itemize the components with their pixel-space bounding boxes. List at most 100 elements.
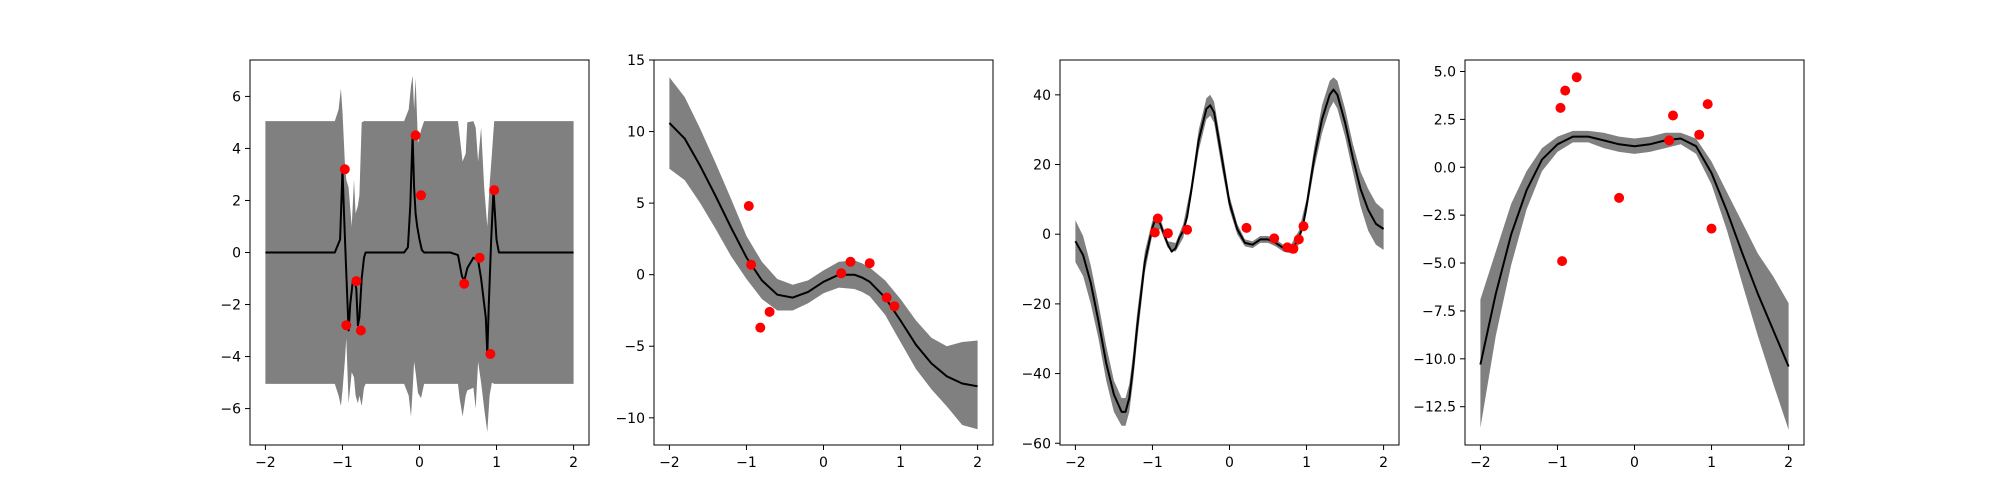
confidence-band: [1480, 130, 1789, 430]
panel-3-plot-area: [1074, 77, 1385, 426]
y-tick-label: 0: [232, 246, 241, 262]
panel-2-plot-area: [668, 77, 978, 430]
x-tick-label: 0: [1225, 455, 1234, 471]
data-point: [764, 306, 775, 317]
data-point: [1162, 228, 1173, 239]
x-tick-label: −2: [1065, 455, 1086, 471]
panel-1-plot-area: [265, 75, 574, 432]
x-tick-label: 1: [492, 455, 501, 471]
x-tick-label: −2: [1470, 455, 1491, 471]
data-point: [1571, 72, 1582, 83]
y-tick-label: 5.0: [1434, 64, 1456, 80]
data-point: [1614, 192, 1625, 203]
data-point: [1664, 135, 1675, 146]
confidence-band: [669, 77, 978, 430]
confidence-band: [1075, 77, 1384, 426]
x-tick-label: −2: [659, 455, 680, 471]
confidence-band: [265, 75, 574, 432]
y-tick-label: −2.5: [1422, 208, 1456, 224]
y-tick-label: −40: [1021, 367, 1051, 383]
y-tick-label: 0: [636, 268, 645, 284]
y-tick-label: −5.0: [1422, 256, 1456, 272]
x-tick-label: 2: [973, 455, 982, 471]
y-tick-label: 15: [627, 53, 645, 69]
y-tick-label: −10.0: [1413, 352, 1456, 368]
x-tick-label: −2: [255, 455, 276, 471]
data-point: [1182, 224, 1193, 235]
data-point: [1241, 222, 1252, 233]
y-tick-label: −4: [220, 350, 241, 366]
y-tick-label: 2: [232, 193, 241, 209]
data-point: [1269, 233, 1280, 244]
data-point: [1560, 85, 1571, 96]
data-point: [1557, 256, 1568, 267]
data-point: [1288, 243, 1299, 254]
data-point: [355, 325, 366, 336]
panel-3: −2 −1 0 1 2 −60 −40 −20 0 20 40: [1021, 59, 1400, 471]
data-point: [864, 258, 875, 269]
x-tick-label: −1: [1547, 455, 1568, 471]
x-tick-label: −1: [736, 455, 757, 471]
x-tick-label: 2: [1379, 455, 1388, 471]
data-point: [1298, 221, 1309, 232]
y-tick-label: 4: [232, 141, 241, 157]
x-tick-label: 2: [1784, 455, 1793, 471]
data-point: [351, 276, 362, 287]
y-tick-label: 0: [1042, 227, 1051, 243]
y-tick-label: −10: [615, 411, 645, 427]
data-point: [410, 130, 421, 141]
data-point: [755, 322, 766, 333]
data-point: [341, 320, 352, 331]
data-point: [889, 301, 900, 312]
y-tick-label: −5: [624, 339, 645, 355]
x-tick-label: 1: [896, 455, 905, 471]
data-point: [416, 190, 426, 201]
y-tick-label: −2: [220, 298, 241, 314]
data-point: [339, 164, 350, 175]
x-tick-label: 1: [1302, 455, 1311, 471]
panel-4: −2 −1 0 1 2 −12.5 −10.0 −7.5 −5.0 −2.5 0.0 2.5 5.0: [1413, 59, 1805, 471]
data-point: [474, 252, 485, 263]
mean-line: [1479, 135, 1790, 367]
y-tick-label: −20: [1021, 297, 1051, 313]
y-tick-label: 40: [1033, 88, 1051, 104]
data-point: [1293, 234, 1304, 245]
data-point: [489, 185, 500, 196]
x-tick-label: 2: [569, 455, 578, 471]
data-point: [1702, 99, 1713, 110]
data-point: [1149, 227, 1160, 238]
data-point: [1706, 223, 1717, 234]
data-point: [845, 256, 856, 267]
x-tick-label: 0: [819, 455, 828, 471]
data-point: [459, 278, 470, 289]
data-point: [1668, 110, 1678, 121]
y-tick-label: 5: [636, 196, 645, 212]
data-point: [1555, 102, 1566, 113]
y-tick-label: −7.5: [1422, 304, 1456, 320]
data-point: [1694, 129, 1705, 140]
x-tick-label: 1: [1707, 455, 1716, 471]
y-tick-label: −12.5: [1413, 400, 1456, 416]
data-point: [746, 259, 757, 270]
data-point: [743, 201, 754, 211]
data-point: [485, 349, 496, 359]
y-tick-label: 6: [232, 89, 241, 105]
y-tick-label: 2.5: [1434, 112, 1456, 128]
y-tick-label: 10: [627, 125, 645, 141]
panel-4-plot-area: [1479, 72, 1790, 430]
mean-line: [668, 122, 978, 388]
data-point: [836, 268, 847, 279]
y-tick-label: −6: [220, 402, 241, 418]
mean-line: [1074, 88, 1385, 413]
y-tick-label: 20: [1033, 158, 1051, 174]
data-point: [1152, 213, 1163, 224]
y-tick-label: 0.0: [1434, 160, 1456, 176]
panel-1: −2 −1 0 1 2 −6 −4 −2 0 2 4 6: [220, 59, 590, 471]
x-tick-label: −1: [1142, 455, 1163, 471]
x-tick-label: −1: [332, 455, 353, 471]
y-tick-label: −60: [1021, 436, 1051, 452]
x-tick-label: 0: [415, 455, 424, 471]
data-point: [881, 292, 892, 303]
